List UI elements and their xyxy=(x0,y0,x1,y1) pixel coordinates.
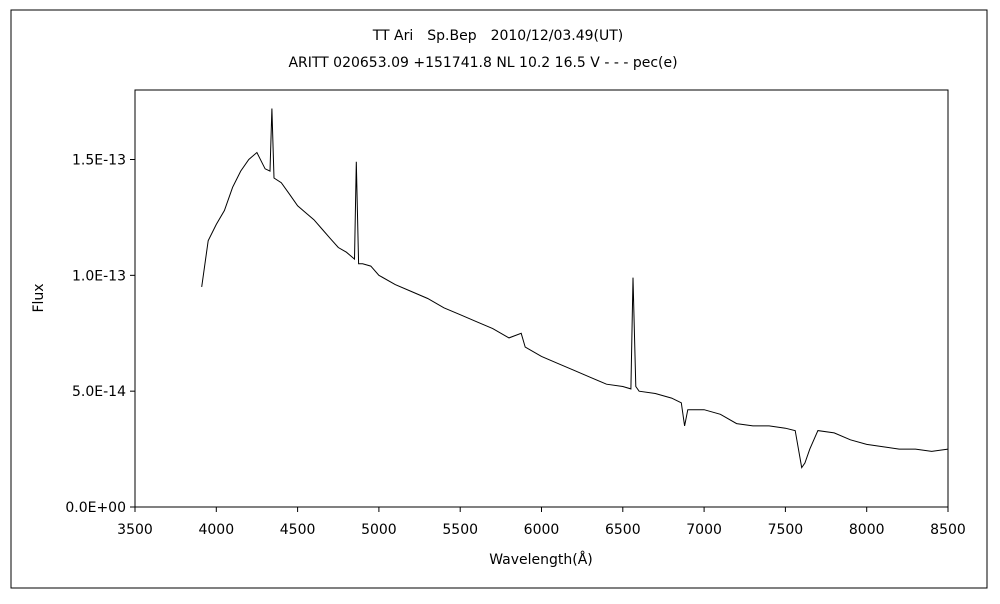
x-tick-label: 8000 xyxy=(849,522,885,538)
y-tick-label: 0.0E+00 xyxy=(65,500,126,516)
y-axis-ticks: 0.0E+00 5.0E-14 1.0E-13 1.5E-13 xyxy=(65,153,135,516)
x-tick-label: 4500 xyxy=(280,522,316,538)
x-tick-label: 5500 xyxy=(442,522,478,538)
chart-title: TT Ari Sp.Bep 2010/12/03.49(UT) xyxy=(372,28,624,44)
y-axis-label: Flux xyxy=(31,283,47,312)
x-tick-label: 6500 xyxy=(605,522,641,538)
y-tick-label: 5.0E-14 xyxy=(72,384,126,400)
y-tick-label: 1.0E-13 xyxy=(72,268,126,284)
x-axis-label: Wavelength(Å) xyxy=(489,551,593,568)
chart-subtitle: ARITT 020653.09 +151741.8 NL 10.2 16.5 V… xyxy=(288,55,677,71)
x-tick-label: 7000 xyxy=(686,522,722,538)
y-tick-label: 1.5E-13 xyxy=(72,153,126,169)
x-tick-label: 3500 xyxy=(117,522,153,538)
x-tick-label: 6000 xyxy=(524,522,560,538)
x-tick-label: 5000 xyxy=(361,522,397,538)
series-line xyxy=(201,108,949,469)
x-axis-ticks: 3500 4000 4500 5000 5500 6000 6500 7000 7500 8000… xyxy=(117,507,966,538)
x-tick-label: 4000 xyxy=(198,522,234,538)
x-tick-label: 7500 xyxy=(768,522,804,538)
x-tick-label: 8500 xyxy=(930,522,966,538)
outer-border xyxy=(10,9,988,589)
